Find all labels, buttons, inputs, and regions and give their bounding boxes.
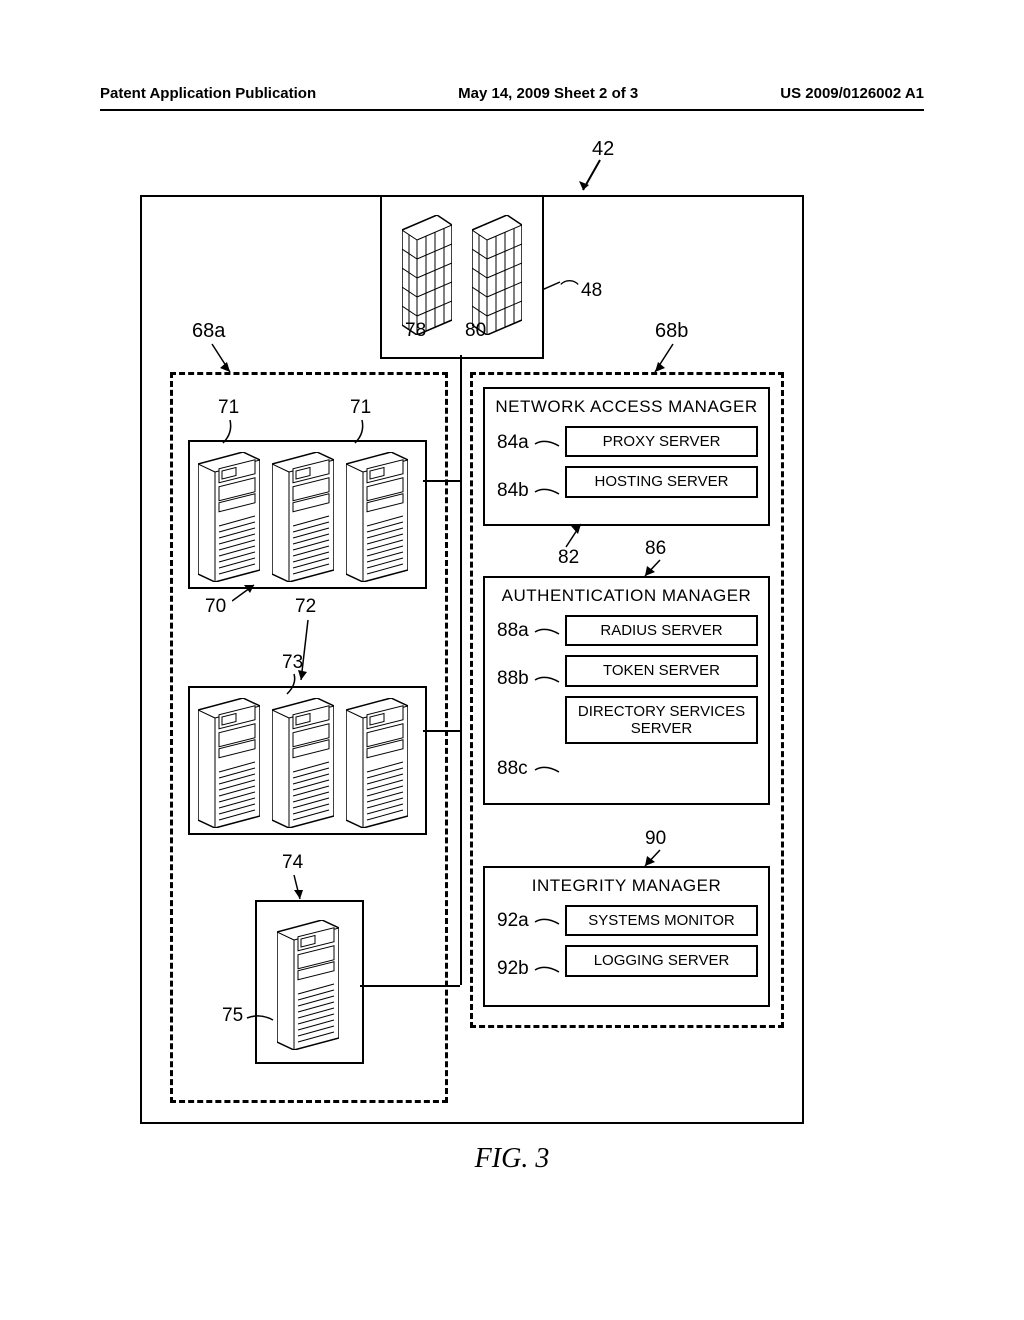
lead-70 — [232, 583, 262, 603]
systems-monitor: SYSTEMS MONITOR — [565, 905, 758, 936]
server-icon — [198, 452, 260, 582]
server-icon — [272, 698, 334, 828]
header-left: Patent Application Publication — [100, 85, 316, 109]
lead-92a — [533, 916, 563, 931]
hosting-server: HOSTING SERVER — [565, 466, 758, 497]
ref-firewall: ⌒48 — [560, 275, 602, 302]
lead-92b — [533, 964, 563, 979]
connector-c1 — [423, 480, 460, 482]
ref-72: 72 — [295, 596, 316, 618]
ref-90: 90 — [645, 828, 666, 850]
lead-88b — [533, 674, 563, 689]
ref-71a: 71 — [218, 397, 239, 419]
ref-84b: 84b — [497, 480, 529, 502]
header-center: May 14, 2009 Sheet 2 of 3 — [458, 85, 638, 109]
lead-71a — [218, 418, 248, 448]
lead-68b — [645, 342, 685, 377]
ref-82: 82 — [558, 547, 579, 569]
ref-fw-right: 80 — [465, 320, 486, 342]
server-cluster-2 — [188, 686, 427, 835]
directory-services-server: DIRECTORY SERVICES SERVER — [565, 696, 758, 745]
firewall-icon-left — [402, 215, 452, 335]
ref-fw-left: 78 — [405, 320, 426, 342]
ref-84a: 84a — [497, 432, 529, 454]
connector-c2 — [423, 730, 460, 732]
lead-71b — [350, 418, 380, 448]
server-icon — [277, 920, 339, 1050]
server-cluster-3 — [255, 900, 364, 1064]
ref-88a: 88a — [497, 620, 529, 642]
ref-73: 73 — [282, 652, 303, 674]
lead-90 — [640, 848, 670, 870]
integ-title: INTEGRITY MANAGER — [485, 876, 768, 896]
lead-84b — [533, 486, 563, 501]
server-icon — [346, 698, 408, 828]
lead-82 — [561, 522, 591, 550]
ref-88c: 88c — [497, 758, 528, 780]
firewall-icon-right — [472, 215, 522, 335]
connector-c3 — [360, 985, 460, 987]
lead-88c — [533, 764, 563, 779]
ref-86: 86 — [645, 538, 666, 560]
ref-70: 70 — [205, 596, 226, 618]
ref-left-dashed: 68a — [192, 320, 225, 343]
logging-server: LOGGING SERVER — [565, 945, 758, 976]
ref-right-dashed: 68b — [655, 320, 688, 343]
connector-vertical-main — [460, 355, 462, 985]
auth-title: AUTHENTICATION MANAGER — [485, 586, 768, 606]
header-right: US 2009/0126002 A1 — [780, 85, 924, 109]
ref-92b: 92b — [497, 958, 529, 980]
lead-74 — [288, 873, 313, 903]
token-server: TOKEN SERVER — [565, 655, 758, 686]
lead-88a — [533, 626, 563, 641]
proxy-server: PROXY SERVER — [565, 426, 758, 457]
server-icon — [272, 452, 334, 582]
radius-server: RADIUS SERVER — [565, 615, 758, 646]
page-header: Patent Application Publication May 14, 2… — [100, 85, 924, 111]
lead-48 — [542, 280, 562, 295]
lead-86 — [640, 558, 670, 580]
nam-title: NETWORK ACCESS MANAGER — [485, 397, 768, 417]
lead-84a — [533, 438, 563, 453]
lead-68a — [200, 342, 240, 377]
server-cluster-1 — [188, 440, 427, 589]
lead-75 — [245, 1008, 275, 1028]
ref-71b: 71 — [350, 397, 371, 419]
server-icon — [198, 698, 260, 828]
network-access-manager: NETWORK ACCESS MANAGER PROXY SERVER HOST… — [483, 387, 770, 526]
ref-92a: 92a — [497, 910, 529, 932]
ref-74: 74 — [282, 852, 303, 874]
arrow-main — [575, 155, 615, 200]
figure-caption: FIG. 3 — [0, 1143, 1024, 1175]
ref-75: 75 — [222, 1005, 243, 1027]
server-icon — [346, 452, 408, 582]
ref-88b: 88b — [497, 668, 529, 690]
page: Patent Application Publication May 14, 2… — [0, 0, 1024, 1320]
integrity-manager: INTEGRITY MANAGER SYSTEMS MONITOR LOGGIN… — [483, 866, 770, 1007]
lead-73 — [282, 672, 312, 697]
